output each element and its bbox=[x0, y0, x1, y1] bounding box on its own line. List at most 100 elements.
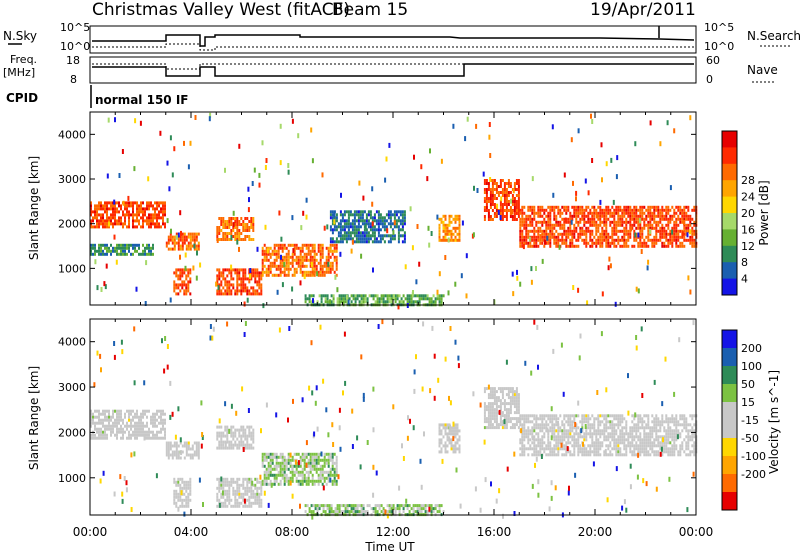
velocity-cell bbox=[571, 429, 574, 433]
velocity-cell bbox=[260, 483, 263, 487]
power-cell bbox=[547, 220, 550, 224]
power-cell bbox=[591, 211, 594, 215]
power-cell bbox=[639, 241, 642, 245]
power-cell bbox=[323, 264, 326, 268]
velocity-cell bbox=[92, 436, 94, 440]
power-cell bbox=[563, 232, 566, 236]
velocity-cell bbox=[183, 498, 186, 502]
velocity-cell bbox=[277, 470, 280, 474]
power-cell bbox=[222, 274, 225, 278]
velocity-cell bbox=[523, 417, 526, 421]
power-cell bbox=[452, 238, 455, 242]
velocity-cell bbox=[295, 452, 298, 456]
power-cell bbox=[150, 219, 152, 223]
velocity-cell bbox=[529, 447, 532, 451]
velocity-cell bbox=[553, 450, 556, 454]
velocity-cell bbox=[567, 414, 570, 418]
velocity-cell bbox=[489, 387, 492, 391]
velocity-cell bbox=[541, 447, 544, 451]
power-cell bbox=[279, 267, 282, 271]
velocity-cell bbox=[293, 464, 296, 468]
power-speckle bbox=[230, 264, 233, 270]
velocity-cell bbox=[248, 489, 251, 493]
power-cell bbox=[281, 270, 284, 274]
power-cell bbox=[305, 246, 308, 250]
velocity-cell bbox=[234, 492, 237, 496]
velocity-cell bbox=[647, 414, 650, 418]
power-cell bbox=[559, 226, 562, 230]
velocity-cell bbox=[232, 489, 235, 493]
power-cell bbox=[565, 241, 568, 245]
velocity-cell bbox=[220, 480, 223, 484]
power-cell bbox=[387, 222, 390, 226]
power-cell bbox=[293, 258, 296, 262]
velocity-cell bbox=[246, 504, 249, 508]
velocity-cell bbox=[275, 479, 278, 483]
velocity-cell bbox=[587, 450, 590, 454]
power-cell bbox=[373, 213, 376, 217]
power-cell bbox=[545, 232, 548, 236]
velocity-cell bbox=[555, 435, 558, 439]
power-cell bbox=[275, 249, 278, 253]
velocity-cell bbox=[452, 447, 455, 451]
velocity-cell bbox=[252, 489, 255, 493]
power-cell bbox=[583, 241, 586, 245]
power-cell bbox=[627, 238, 630, 242]
power-cell bbox=[122, 225, 124, 229]
velocity-cell bbox=[179, 495, 182, 499]
velocity-cell bbox=[110, 415, 112, 419]
power-cell bbox=[146, 201, 148, 205]
power-cell bbox=[633, 238, 636, 242]
velocity-cell bbox=[617, 435, 620, 439]
power-cell bbox=[357, 213, 360, 217]
power-cell bbox=[90, 246, 92, 250]
power-cell bbox=[503, 185, 506, 188]
velocity-cell bbox=[183, 504, 186, 508]
power-cell bbox=[234, 232, 237, 235]
velocity-cell bbox=[597, 426, 600, 430]
velocity-cell bbox=[104, 427, 106, 431]
power-cell bbox=[627, 205, 630, 209]
power-cell bbox=[124, 252, 126, 256]
power-cell bbox=[563, 223, 566, 227]
velocity-cell bbox=[579, 450, 582, 454]
velocity-cell bbox=[569, 450, 572, 454]
power-cell bbox=[144, 210, 146, 214]
velocity-cell bbox=[487, 396, 490, 400]
velocity-cell bbox=[587, 444, 590, 448]
power-cell bbox=[106, 204, 108, 208]
velocity-cell bbox=[517, 426, 520, 430]
power-cell bbox=[545, 226, 548, 230]
power-speckle bbox=[634, 141, 637, 147]
power-cell bbox=[659, 220, 662, 224]
power-cell bbox=[655, 223, 658, 227]
power-cell bbox=[220, 238, 223, 241]
power-cell bbox=[645, 223, 648, 227]
power-cell bbox=[234, 217, 237, 220]
power-cell bbox=[226, 223, 229, 226]
velocity-cell bbox=[495, 399, 498, 403]
velocity-cell bbox=[120, 418, 122, 422]
power-cell bbox=[432, 294, 435, 298]
power-cell bbox=[164, 225, 166, 229]
velocity-cell bbox=[557, 450, 560, 454]
power-cell bbox=[673, 214, 676, 218]
power-cell bbox=[150, 249, 152, 253]
velocity-cell bbox=[134, 421, 136, 425]
power-cell bbox=[679, 244, 682, 248]
power-cell bbox=[132, 243, 134, 247]
power-speckle bbox=[107, 117, 110, 123]
power-speckle bbox=[476, 188, 479, 193]
velocity-cell bbox=[573, 441, 576, 445]
power-cell bbox=[489, 197, 492, 200]
velocity-cell bbox=[575, 432, 578, 436]
power-cell bbox=[138, 210, 140, 214]
power-cell bbox=[655, 208, 658, 212]
power-cell bbox=[297, 258, 300, 262]
power-cell bbox=[293, 243, 296, 247]
velocity-cell bbox=[533, 441, 536, 445]
power-cell bbox=[569, 217, 572, 221]
power-cell bbox=[681, 217, 684, 221]
power-cell bbox=[90, 210, 92, 214]
velocity-cell bbox=[531, 429, 534, 433]
